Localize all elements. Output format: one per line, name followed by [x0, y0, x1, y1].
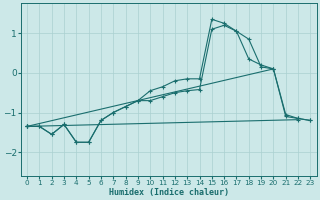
X-axis label: Humidex (Indice chaleur): Humidex (Indice chaleur)	[109, 188, 229, 197]
